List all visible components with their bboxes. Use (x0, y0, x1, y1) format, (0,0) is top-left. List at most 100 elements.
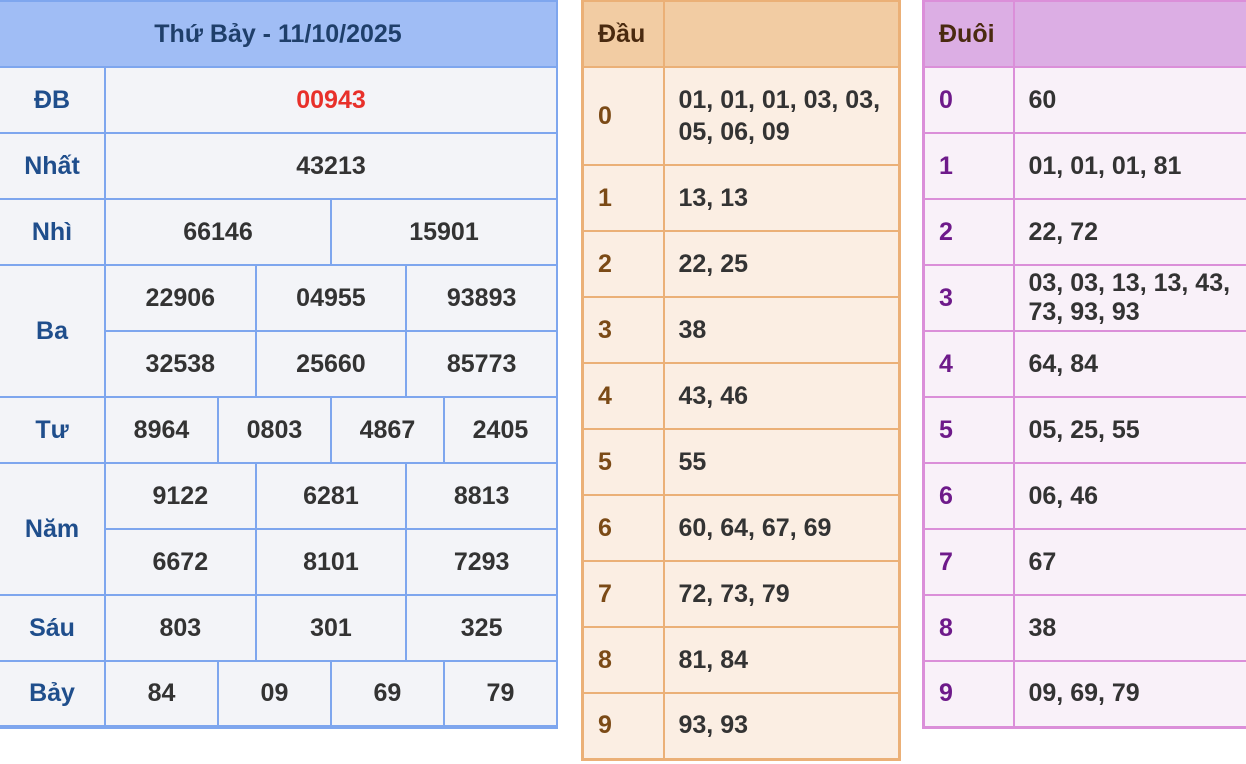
digit-key: 1 (922, 132, 1015, 200)
digit-values: 38 (1012, 594, 1246, 662)
digit-key: 3 (922, 264, 1015, 332)
prize-number: 4867 (329, 396, 445, 464)
prize-label: ĐB (0, 66, 106, 134)
digit-values: 13, 13 (662, 164, 901, 232)
table-row: 2 22, 72 (922, 198, 1246, 266)
digit-key: 8 (581, 626, 665, 694)
table-row: 5 55 (581, 428, 901, 496)
table-row: 32538 25660 85773 (0, 330, 558, 398)
prize-label: Năm (0, 462, 106, 596)
digit-key: 4 (922, 330, 1015, 398)
digit-values: 55 (662, 428, 901, 496)
table-row: 4 43, 46 (581, 362, 901, 430)
draw-date-title: Thứ Bảy - 11/10/2025 (0, 0, 558, 68)
prize-number: 6281 (254, 462, 408, 530)
table-row: 8 81, 84 (581, 626, 901, 694)
table-row: 8 38 (922, 594, 1246, 662)
prize-number: 9122 (104, 462, 257, 530)
table-row: Sáu 803 301 325 (0, 594, 558, 662)
digit-key: 2 (581, 230, 665, 298)
table-row: 5 05, 25, 55 (922, 396, 1246, 464)
digit-key: 5 (922, 396, 1015, 464)
digit-key: 2 (922, 198, 1015, 266)
prize-number: 85773 (405, 330, 558, 398)
results-table: Thứ Bảy - 11/10/2025 ĐB 00943 Nhất 43213 N… (0, 0, 559, 729)
prize-number: 301 (254, 594, 408, 662)
digit-values: 03, 03, 13, 13, 43, 73, 93, 93 (1012, 264, 1246, 332)
prize-number: 2405 (442, 396, 559, 464)
digit-values: 60 (1012, 66, 1246, 134)
digit-values: 64, 84 (1012, 330, 1246, 398)
prize-number: 32538 (104, 330, 257, 398)
table-row: ĐB 00943 (0, 66, 558, 134)
prize-label: Nhì (0, 198, 106, 266)
table-row: 6672 8101 7293 (0, 528, 558, 596)
head-column-header: Đầu (581, 0, 665, 68)
table-row: 9 93, 93 (581, 692, 901, 760)
table-row: 3 38 (581, 296, 901, 364)
prize-label: Nhất (0, 132, 106, 200)
prize-number: 69 (329, 660, 445, 728)
prize-number: 22906 (104, 264, 257, 332)
digit-values: 43, 46 (662, 362, 901, 430)
prize-number: 15901 (329, 198, 559, 266)
digit-values: 05, 25, 55 (1012, 396, 1246, 464)
table-row: 1 01, 01, 01, 81 (922, 132, 1246, 200)
prize-label: Ba (0, 264, 106, 398)
digit-values: 06, 46 (1012, 462, 1246, 530)
digit-values: 01, 01, 01, 81 (1012, 132, 1246, 200)
prize-number: 84 (104, 660, 219, 728)
digit-values: 22, 72 (1012, 198, 1246, 266)
prize-number: 6672 (104, 528, 257, 596)
digit-values: 09, 69, 79 (1012, 660, 1246, 728)
digit-key: 5 (581, 428, 665, 496)
prize-number: 7293 (405, 528, 558, 596)
table-row: Nhì 66146 15901 (0, 198, 559, 266)
prize-label: Sáu (0, 594, 106, 662)
prize-label: Tư (0, 396, 106, 464)
table-row: 1 13, 13 (581, 164, 901, 232)
tail-digit-table: Đuôi 0 60 1 01, 01, 01, 81 2 22, 72 3 03, 03, 13… (922, 0, 1246, 729)
prize-number: 25660 (254, 330, 408, 398)
digit-key: 4 (581, 362, 665, 430)
table-row: Nhất 43213 (0, 132, 558, 200)
tail-column-header: Đuôi (922, 0, 1015, 68)
digit-values: 22, 25 (662, 230, 901, 298)
table-row: Ba 22906 04955 93893 (0, 264, 558, 398)
digit-values: 72, 73, 79 (662, 560, 901, 628)
table-row: Tư 8964 0803 4867 2405 (0, 396, 559, 464)
digit-key: 6 (922, 462, 1015, 530)
prize-number: 8101 (254, 528, 408, 596)
prize-number: 325 (405, 594, 558, 662)
special-prize: 00943 (104, 66, 558, 134)
table-row: 7 67 (922, 528, 1246, 596)
digit-key: 7 (922, 528, 1015, 596)
digit-key: 6 (581, 494, 665, 562)
digit-values: 67 (1012, 528, 1246, 596)
digit-key: 3 (581, 296, 665, 364)
prize-number: 8813 (405, 462, 558, 530)
table-row: 2 22, 25 (581, 230, 901, 298)
digit-values: 01, 01, 01, 03, 03, 05, 06, 09 (662, 66, 901, 166)
prize-number: 8964 (104, 396, 219, 464)
prize-number: 0803 (216, 396, 332, 464)
digit-key: 7 (581, 560, 665, 628)
head-digit-table: Đầu 0 01, 01, 01, 03, 03, 05, 06, 09 1 13, 1… (581, 0, 901, 761)
prize-number: 803 (104, 594, 257, 662)
digit-values: 38 (662, 296, 901, 364)
prize-number: 09 (216, 660, 332, 728)
digit-key: 9 (581, 692, 665, 760)
prize-number: 79 (442, 660, 559, 728)
table-row: 6 60, 64, 67, 69 (581, 494, 901, 562)
digit-key: 0 (922, 66, 1015, 134)
table-row: Bảy 84 09 69 79 (0, 660, 559, 728)
table-row: 7 72, 73, 79 (581, 560, 901, 628)
prize-number: 43213 (104, 132, 558, 200)
table-row: 0 60 (922, 66, 1246, 134)
prize-number: 93893 (405, 264, 558, 332)
table-row: 4 64, 84 (922, 330, 1246, 398)
table-row: 6 06, 46 (922, 462, 1246, 530)
prize-number: 04955 (254, 264, 408, 332)
digit-key: 9 (922, 660, 1015, 728)
prize-label: Bảy (0, 660, 106, 728)
